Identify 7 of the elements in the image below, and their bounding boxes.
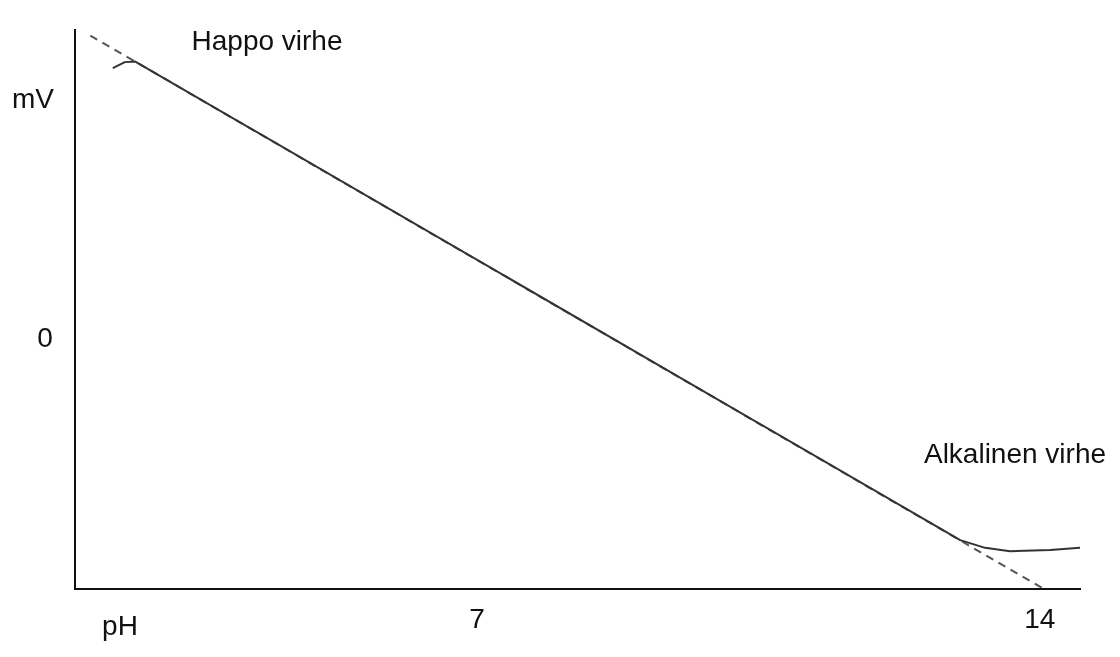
x-tick-label: 14 [1024, 602, 1056, 634]
y-axis-title: mV [12, 82, 55, 114]
annotation: Happo virhe [191, 24, 343, 56]
x-axis-title: pH [102, 610, 138, 642]
text: 0 [37, 322, 53, 354]
x-tick-label: 7 [469, 602, 485, 634]
annotation: Alkalinen virhe [923, 437, 1107, 469]
